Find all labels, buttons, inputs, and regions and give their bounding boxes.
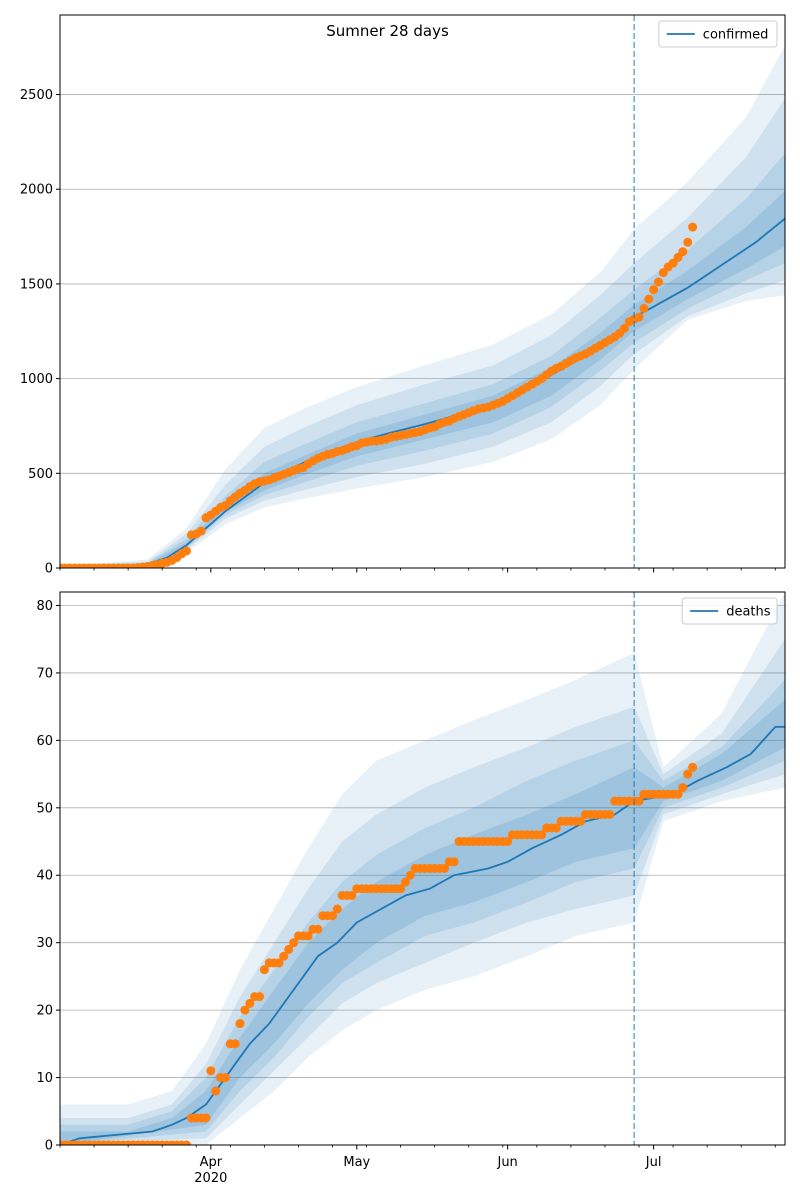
axes-frame [59,14,786,569]
observed-point [683,769,693,779]
x-tick-label: Jul [645,1155,662,1170]
y-tick-label: 60 [36,734,53,749]
observed-point [537,830,547,840]
observed-point [396,884,406,894]
y-tick-label: 1000 [20,372,53,387]
y-tick-label: 50 [36,801,53,816]
observed-point [605,810,615,819]
y-tick-label: 500 [28,467,53,482]
x-tick-sublabel: 2020 [194,1171,227,1186]
uncertainty-band-1 [60,639,785,1145]
observed-point [220,1073,230,1083]
plot-area [60,592,785,1145]
observed-point [284,944,294,954]
observed-point [401,877,410,887]
y-tick-label: 40 [36,869,53,884]
observed-point [196,526,206,536]
observed-point [313,924,323,934]
observed-point [649,285,659,295]
observed-point [619,323,629,333]
y-tick-label: 10 [36,1071,53,1086]
observed-point [328,911,337,921]
observed-point [576,816,586,826]
x-tick-label: Apr [200,1155,223,1170]
observed-point [449,857,459,867]
legend: deaths [681,597,778,625]
observed-point [206,1066,216,1076]
chart-title: Sumner 28 days [326,22,449,40]
y-tick-label: 20 [36,1004,53,1019]
observed-point [644,294,654,304]
observed-point [634,796,644,806]
observed-point [211,1086,221,1096]
uncertainty-band-2 [60,679,785,1145]
observed-point [332,904,342,914]
y-tick-label: 0 [45,1139,53,1154]
observed-point [673,789,683,799]
observed-point [503,837,513,846]
observed-point [678,247,688,257]
legend-label: confirmed [703,28,769,43]
observed-point [274,958,284,968]
observed-point [245,998,255,1008]
legend: confirmed [658,20,778,48]
observed-point [201,1113,211,1123]
axes-frame [59,591,786,1146]
observed-point [289,938,299,948]
x-tick-label: May [343,1155,370,1170]
observed-point [439,864,449,873]
observed-point [240,1005,250,1015]
observed-point [678,783,688,793]
legend-label: deaths [726,605,771,620]
y-tick-label: 2500 [20,88,53,103]
observed-point [235,1019,245,1029]
confirmed-panel: 0 500 1000 1500 2000 2500 Sumner 28 days confir… [20,14,786,577]
y-tick-label: 70 [36,666,53,681]
legend-box [658,20,778,48]
observed-point [634,312,644,322]
observed-point [688,222,698,232]
y-tick-label: 30 [36,936,53,951]
observed-point [279,951,289,961]
observed-point [255,992,264,1002]
y-tick-label: 0 [45,562,53,577]
y-tick-label: 1500 [20,277,53,292]
y-tick-label: 80 [36,599,53,614]
observed-point [551,823,561,833]
observed-point [654,277,663,287]
legend-box [681,597,778,625]
observed-point [347,891,357,900]
observed-point [688,762,698,772]
x-tick-label: Jun [496,1155,517,1170]
plot-area [60,45,785,568]
observed-point [230,1039,240,1049]
observed-point [405,870,415,880]
observed-point [182,546,191,556]
observed-point [639,304,649,313]
uncertainty-band-1 [60,98,785,568]
observed-point [182,1140,191,1145]
observed-point [303,931,313,941]
y-tick-label: 2000 [20,183,53,198]
observed-point [683,237,693,247]
observed-point [259,965,269,975]
